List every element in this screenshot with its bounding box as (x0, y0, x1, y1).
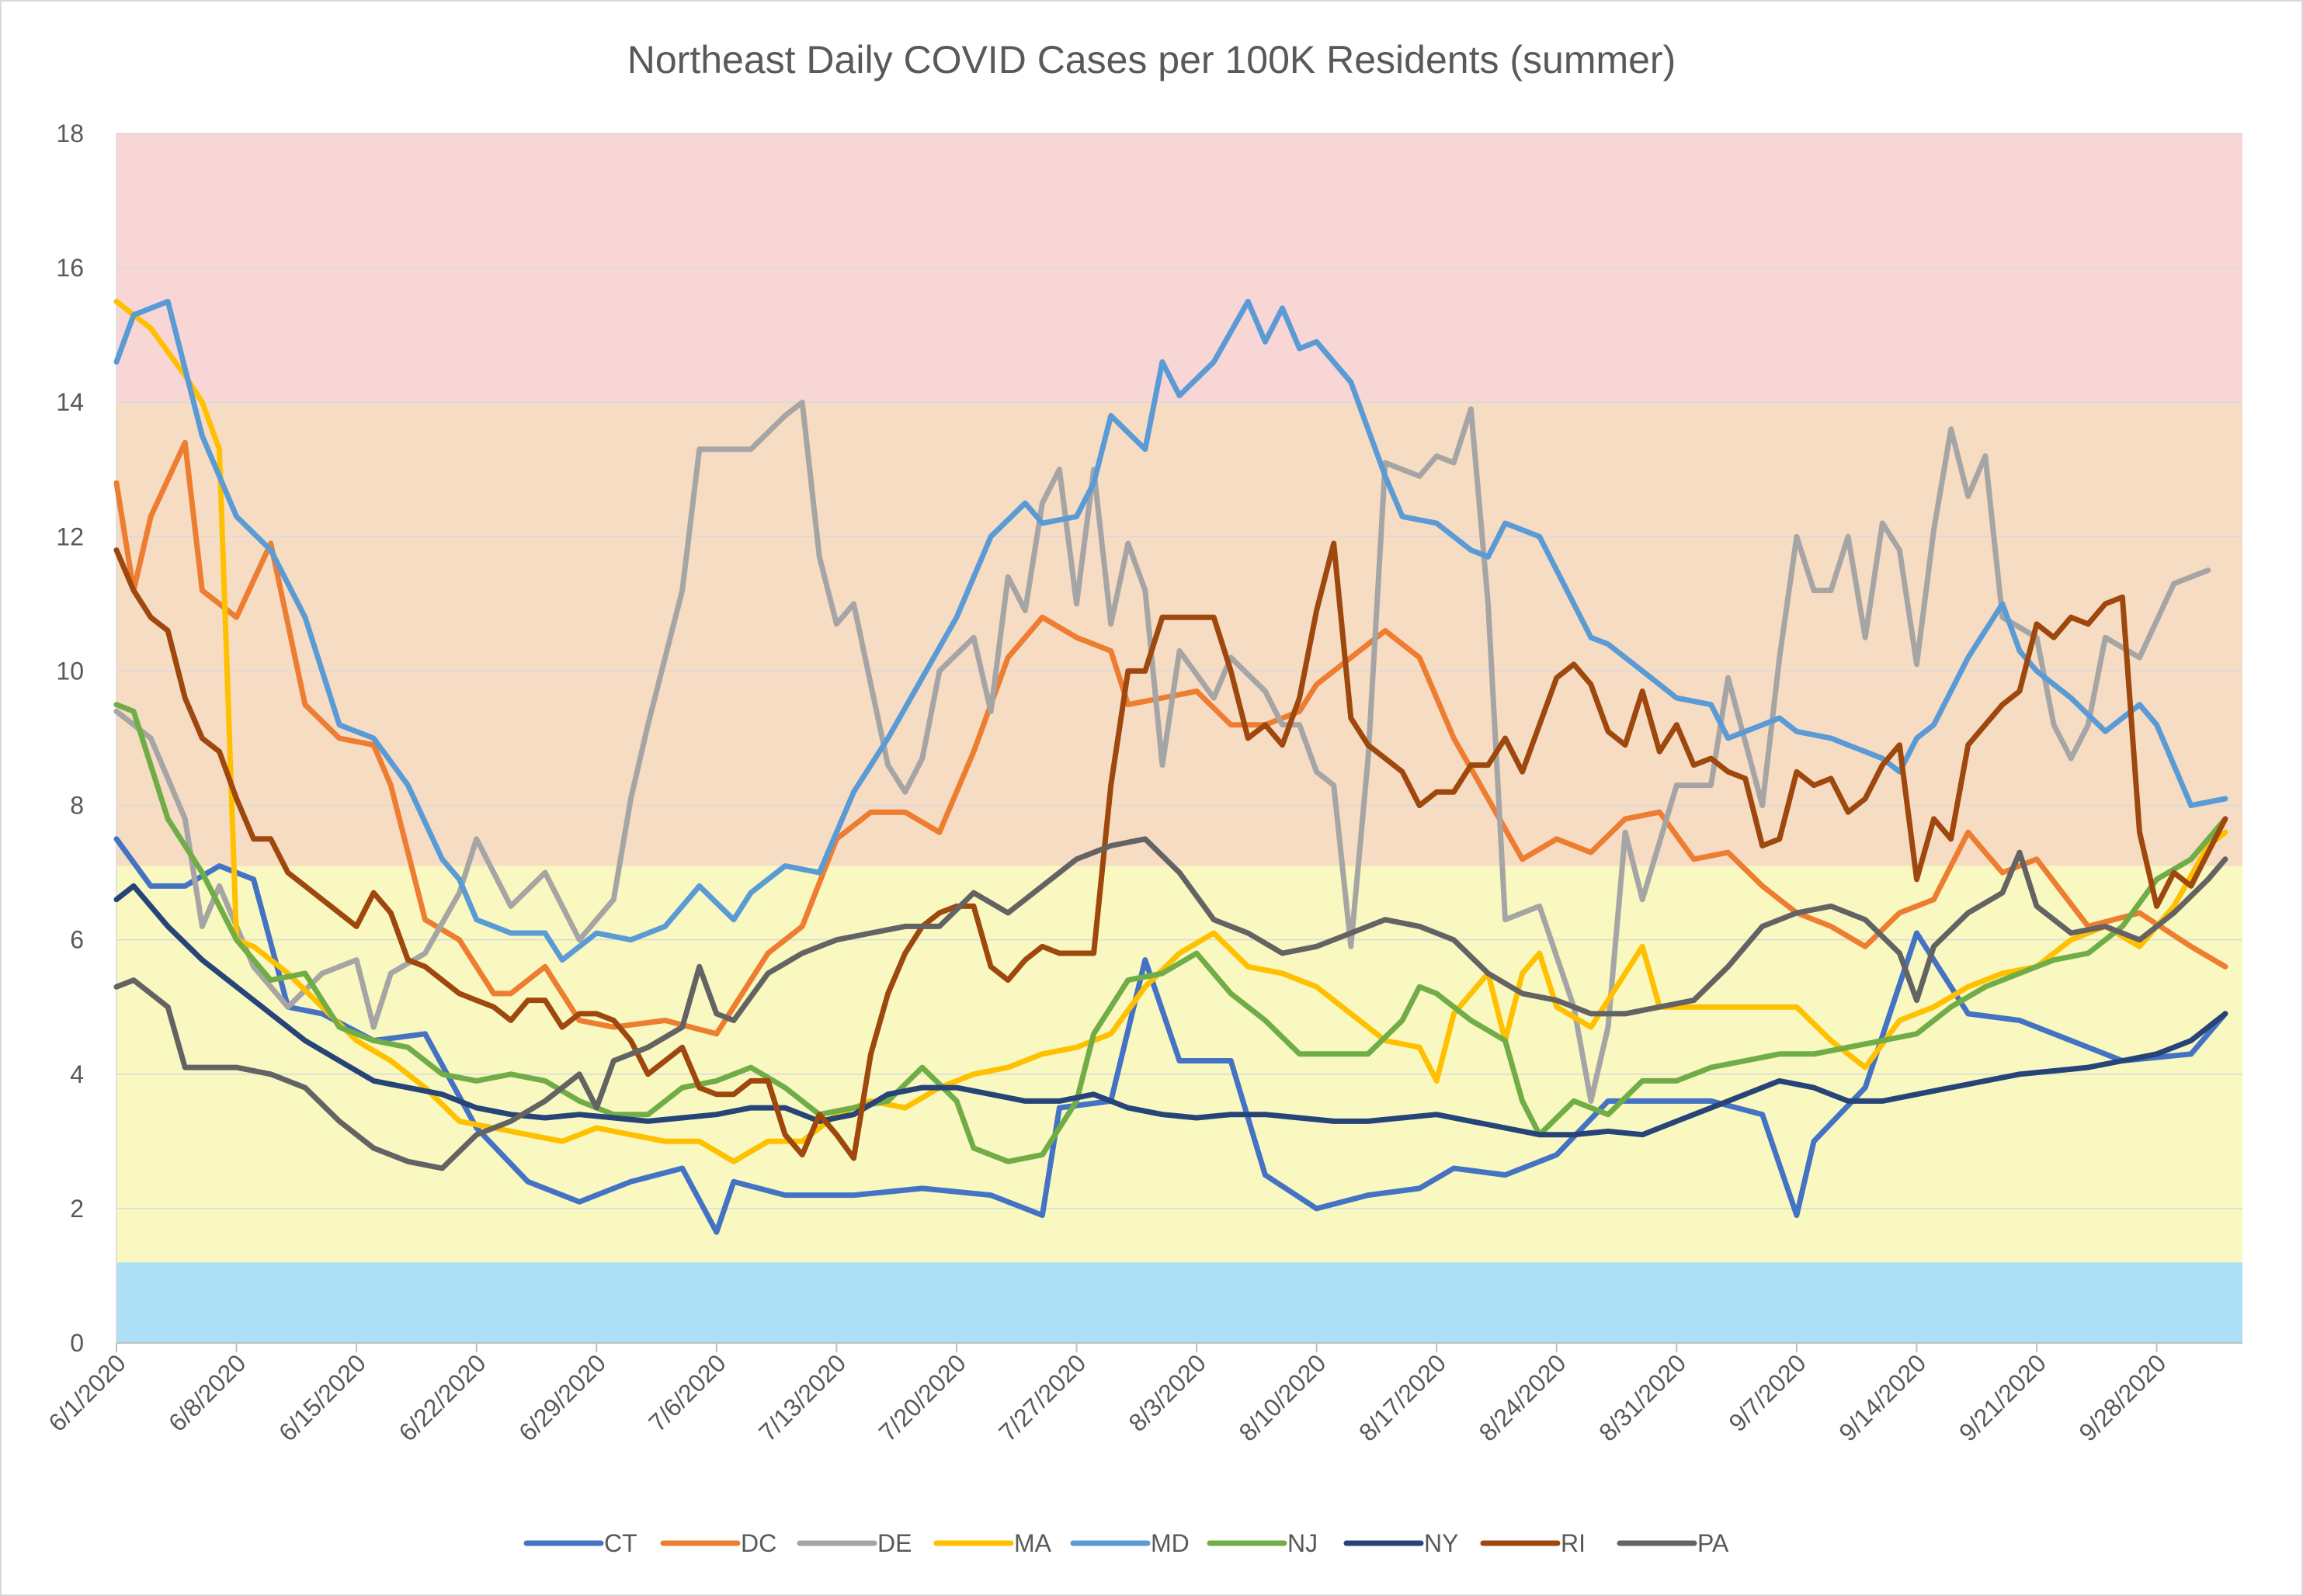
y-tick-label: 8 (70, 792, 84, 820)
legend-label-nj: NJ (1287, 1529, 1318, 1557)
band-2 (116, 402, 2242, 866)
series-line-ny (113, 883, 2228, 1138)
band-0 (116, 1262, 2242, 1343)
series-line-de (113, 399, 2211, 1104)
y-tick-label: 18 (56, 120, 84, 147)
legend-label-de: DE (877, 1529, 912, 1557)
series-line-ct (113, 836, 2228, 1235)
series-lines (113, 298, 2228, 1235)
y-tick-label: 0 (70, 1329, 84, 1357)
legend-label-ct: CT (604, 1529, 637, 1557)
series-line-ma (113, 298, 2228, 1164)
legend-label-pa: PA (1697, 1529, 1729, 1557)
series-line-md (113, 298, 2228, 963)
series-line-ri (113, 540, 2228, 1161)
legend-label-ma: MA (1014, 1529, 1052, 1557)
legend-label-dc: DC (741, 1529, 776, 1557)
y-tick-label: 14 (56, 388, 84, 416)
y-tick-label: 2 (70, 1195, 84, 1223)
legend-label-ri: RI (1561, 1529, 1586, 1557)
legend-label-ny: NY (1424, 1529, 1458, 1557)
series-line-pa (113, 836, 2228, 1171)
y-tick-label: 12 (56, 522, 84, 550)
y-tick-label: 16 (56, 254, 84, 282)
legend-label-md: MD (1151, 1529, 1190, 1557)
series-line-nj (113, 702, 2228, 1164)
legend: CT DC DE MA MD NJ NY RI PA (523, 1529, 1729, 1557)
band-1 (116, 866, 2242, 1263)
y-tick-label: 6 (70, 926, 84, 954)
threshold-bands (116, 134, 2242, 1343)
y-tick-label: 10 (56, 657, 84, 685)
y-tick-label: 4 (70, 1060, 84, 1088)
chart-title: Northeast Daily COVID Cases per 100K Res… (627, 38, 1676, 82)
series-line-dc (113, 439, 2228, 1037)
